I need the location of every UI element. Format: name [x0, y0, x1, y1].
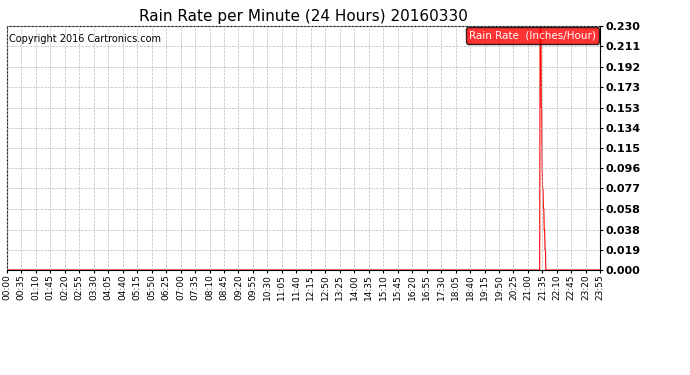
Legend: Rain Rate  (Inches/Hour): Rain Rate (Inches/Hour) — [466, 27, 599, 44]
Title: Rain Rate per Minute (24 Hours) 20160330: Rain Rate per Minute (24 Hours) 20160330 — [139, 9, 468, 24]
Text: Copyright 2016 Cartronics.com: Copyright 2016 Cartronics.com — [9, 34, 161, 44]
